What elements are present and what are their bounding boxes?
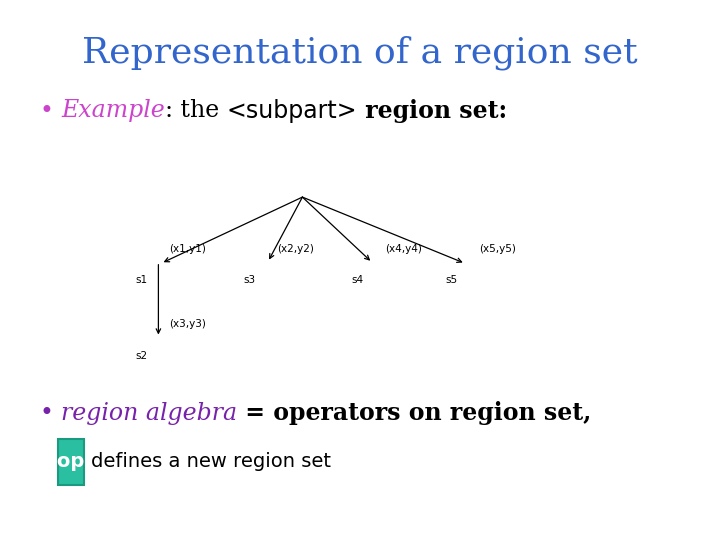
Text: Representation of a region set: Representation of a region set: [82, 35, 638, 70]
Text: = operators on region set,: = operators on region set,: [238, 401, 592, 425]
Text: <subpart>: <subpart>: [227, 99, 357, 123]
Text: (x1,y1): (x1,y1): [169, 244, 206, 254]
Text: •: •: [40, 401, 53, 425]
Text: s₁ op s₂: s₁ op s₂: [30, 452, 111, 471]
Text: (x3,y3): (x3,y3): [169, 319, 206, 329]
Text: (x4,y4): (x4,y4): [385, 244, 422, 254]
Text: region algebra: region algebra: [61, 402, 238, 424]
Text: s1: s1: [135, 275, 148, 286]
Text: s5: s5: [445, 275, 457, 286]
Text: •: •: [40, 99, 53, 123]
Text: : the: : the: [165, 99, 227, 122]
Text: (x5,y5): (x5,y5): [479, 244, 516, 254]
Text: s4: s4: [351, 275, 364, 286]
Text: Example: Example: [61, 99, 165, 122]
Text: s₁ op s₂: s₁ op s₂: [0, 539, 1, 540]
Text: s3: s3: [243, 275, 256, 286]
Text: region set:: region set:: [357, 99, 508, 123]
Text: s2: s2: [135, 351, 148, 361]
Text: defines a new region set: defines a new region set: [91, 452, 331, 471]
Text: (x2,y2): (x2,y2): [277, 244, 314, 254]
FancyBboxPatch shape: [58, 438, 84, 485]
